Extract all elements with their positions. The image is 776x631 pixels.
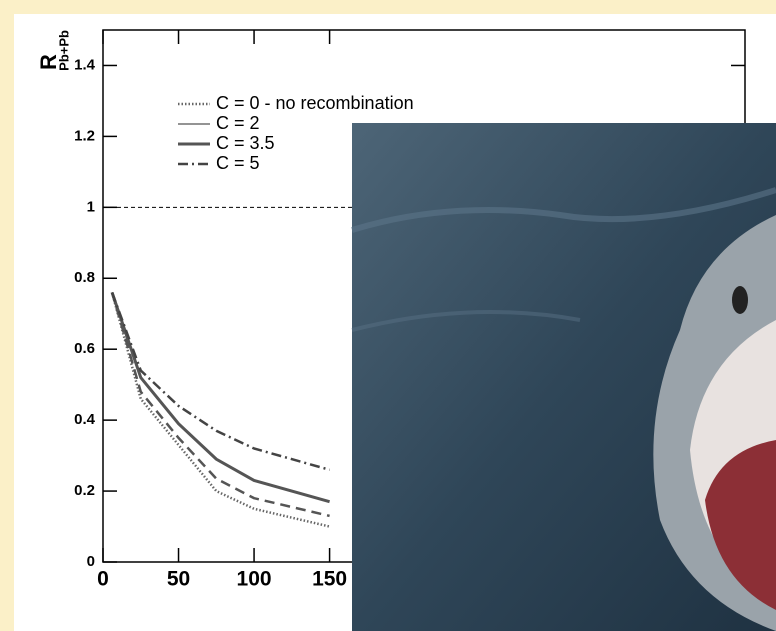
y-tick-label: 1.4 bbox=[74, 56, 96, 73]
x-tick-label: 0 bbox=[97, 568, 109, 591]
legend-label: C = 3.5 bbox=[216, 133, 275, 153]
page: {"chart_data": {"type": "line", "y_label… bbox=[0, 0, 776, 631]
y-tick-label: 0.6 bbox=[74, 340, 95, 357]
y-tick-label: 0.8 bbox=[74, 269, 95, 286]
legend-label: C = 5 bbox=[216, 153, 260, 173]
x-tick-label: 50 bbox=[167, 568, 190, 591]
y-tick-label: 0.2 bbox=[74, 482, 95, 499]
x-tick-label: 100 bbox=[237, 568, 272, 591]
y-tick-label: 0 bbox=[87, 553, 95, 570]
y-axis-label-sub: Pb+Pb bbox=[56, 30, 71, 71]
y-tick-label: 1.2 bbox=[74, 127, 95, 144]
x-tick-label: 150 bbox=[312, 568, 347, 591]
legend-label: C = 2 bbox=[216, 113, 260, 133]
photo-shark-eye bbox=[732, 286, 748, 314]
legend-label: C = 0 - no recombination bbox=[216, 93, 414, 113]
chart: R Pb+Pb 00.20.40.60.811.21.4050100150C =… bbox=[0, 0, 776, 631]
photo-overlay bbox=[352, 123, 776, 631]
y-tick-label: 0.4 bbox=[74, 411, 96, 428]
y-tick-label: 1 bbox=[87, 198, 95, 215]
